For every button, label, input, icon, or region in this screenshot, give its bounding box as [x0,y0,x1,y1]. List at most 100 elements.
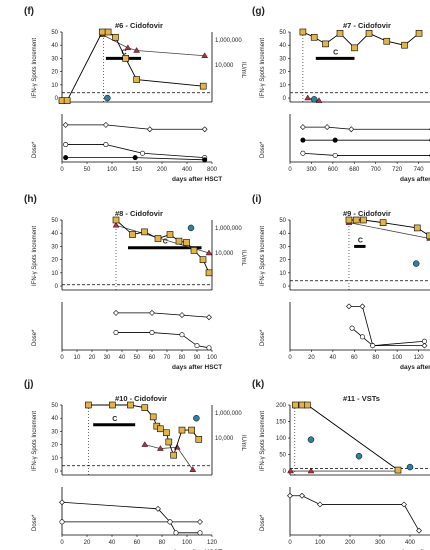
y-tick-label: 50 [51,218,58,224]
dose-axis-label: Dose* [32,141,38,158]
x-tick-label: 800 [207,167,218,173]
dose-line [116,312,210,318]
dose-point [197,530,203,536]
ifn-point [98,28,106,36]
ifn-point [112,33,119,41]
panel-g: (g)#7 - Cidofovir010203040501,000,00010,… [252,6,430,183]
ifn-point [127,401,134,409]
dose-point [113,330,119,336]
dose-point [63,142,69,148]
y-tick-label: 0 [55,284,59,290]
y-tick-label: 50 [279,218,286,224]
dose-point [62,121,69,128]
x-tick-label: 50 [84,167,91,173]
y-tick-label: 10 [279,271,286,277]
dose-point [287,492,293,499]
x-tick-label: 120 [207,540,218,546]
right-tick-label: 10,000 [215,436,234,442]
ifn-point [299,28,307,36]
ifn-point [112,216,120,224]
x-tick-label: 200 [345,540,356,546]
dose-axis-label: Dose* [32,329,38,346]
y-tick-label: 30 [51,429,58,435]
dose-point [173,530,179,536]
blue-point [104,94,111,102]
dose-point [59,519,65,525]
panel-label: (g) [252,6,265,17]
y-tick-label: 30 [279,244,286,250]
x-tick-label: 20 [308,355,315,361]
viral-load-line [102,34,205,57]
dose-point [299,124,306,131]
x-tick-label: 90 [194,355,201,361]
right-tick-label: 1,000,000 [215,38,242,44]
ifn-point [360,216,367,224]
y-tick-label: 30 [51,56,58,62]
ifn-point [165,438,173,446]
y-tick-label: 0 [55,96,59,102]
y-axis-label: IFN-γ Spots Increment [260,226,266,286]
ifn-point [415,30,423,37]
panel-k: (k)#11 - VSTs0501001502001,000,00010,000… [252,379,430,550]
panel-title: #10 - Cidofovir [115,394,167,403]
x-tick-label: 700 [371,167,382,173]
viral-load-point [201,52,209,58]
right-tick-label: 1,000,000 [215,226,242,232]
dose-point [139,150,145,156]
panel-title: #11 - VSTs [343,394,380,403]
dose-line [348,305,425,347]
dose-line [302,126,430,130]
x-tick-label: 40 [330,355,337,361]
y-tick-label: 0 [283,284,287,290]
ifn-point [199,256,207,263]
dose-point [206,314,212,321]
x-tick-label: 400 [182,167,193,173]
treatment-bar-label: C [333,49,338,56]
y-tick-label: 20 [51,70,58,76]
y-tick-label: 50 [51,30,58,36]
dose-axis-label: Dose* [260,514,266,531]
y-tick-label: 0 [55,469,59,475]
x-axis-label: days after HSCT [172,364,222,371]
x-tick-label: 720 [392,167,403,173]
y-tick-label: 20 [51,258,58,264]
ifn-point [141,404,149,411]
viral-load-line [348,222,430,239]
blue-point [187,224,195,232]
ifn-point [63,97,71,104]
blue-point [412,260,420,267]
x-tick-label: 100 [182,540,193,546]
right-axis-label: IU/mL [240,435,246,452]
y-axis-label: IFN-γ Spots Increment [32,411,38,471]
dose-point [149,309,155,316]
y-tick-label: 20 [279,70,286,76]
x-tick-label: 100 [107,167,118,173]
dose-line [65,124,205,130]
x-tick-label: 0 [288,540,292,546]
viral-load-point [189,466,197,472]
panel-label: (j) [24,379,33,390]
dose-point [299,492,305,499]
dose-point [401,501,407,508]
ifn-point [104,28,112,36]
x-tick-label: 300 [375,540,386,546]
ifn-point [379,219,387,226]
panel-i: (i)#9 - Cidofovir010203040501,000,00010,… [252,194,430,371]
panel-label: (k) [252,379,264,390]
y-tick-label: 150 [276,420,287,426]
y-axis-label: IFN-γ Spots Increment [260,38,266,98]
panel-title: #8 - Cidofovir [115,209,163,218]
x-tick-label: 100 [392,355,403,361]
blue-point [406,463,414,471]
y-tick-label: 40 [51,43,58,49]
dose-line [351,327,425,347]
blue-point [355,452,363,460]
ifn-point [170,451,177,459]
viral-load-point [315,97,323,103]
y-tick-label: 20 [51,443,58,449]
dose-point [416,527,422,534]
dose-point [155,505,161,512]
dose-point [317,501,323,508]
viral-load-point [124,44,132,51]
x-tick-label: 680 [349,167,360,173]
